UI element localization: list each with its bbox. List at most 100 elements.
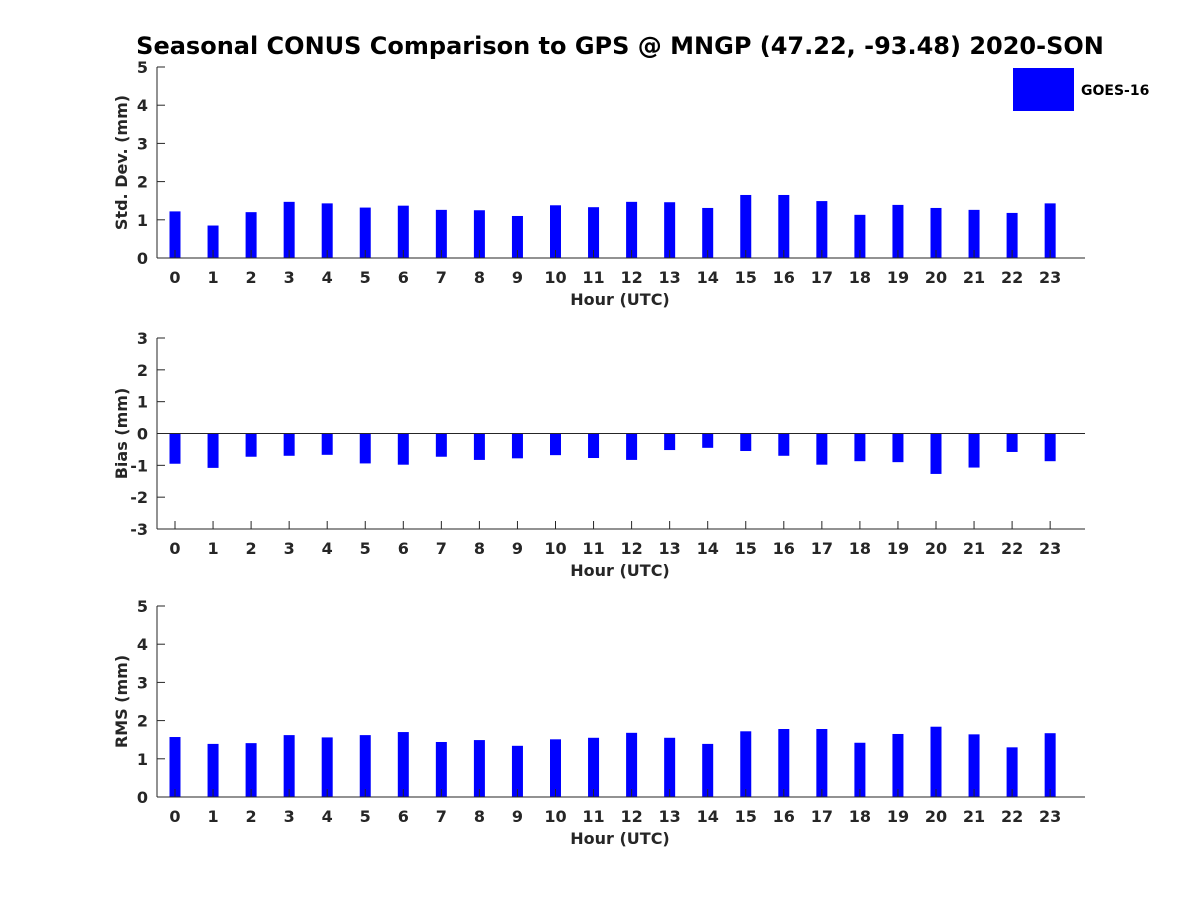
y-tick-label: 5 [137,597,148,616]
x-tick-label: 12 [620,807,642,826]
bar-hour-19 [892,433,904,463]
bar-hour-8 [473,740,485,797]
x-tick-label: 15 [735,539,757,558]
y-axis-label: Std. Dev. (mm) [112,95,131,230]
y-tick-label: 4 [137,635,148,654]
x-tick-label: 1 [207,539,218,558]
bar-hour-2 [245,743,257,797]
bar-hour-12 [626,732,638,797]
bar-hour-21 [968,433,980,468]
bar-hour-9 [511,433,523,459]
x-tick-label: 22 [1001,268,1023,287]
x-tick-label: 8 [474,807,485,826]
x-tick-label: 2 [246,539,257,558]
bar-hour-14 [702,433,714,448]
y-tick-label: 3 [137,329,148,348]
x-tick-label: 21 [963,268,985,287]
bar-hour-10 [550,433,561,456]
y-tick-label: 5 [137,58,148,77]
x-tick-label: 3 [284,539,295,558]
bar-hour-13 [664,202,676,258]
bar-hour-3 [283,735,295,797]
x-tick-label: 15 [735,268,757,287]
bar-hour-2 [245,212,257,258]
x-tick-label: 16 [773,807,795,826]
x-tick-label: 6 [398,539,409,558]
bar-hour-6 [397,732,409,797]
x-tick-label: 21 [963,807,985,826]
bar-hour-18 [854,433,866,462]
x-tick-label: 2 [246,268,257,287]
x-tick-label: 23 [1039,268,1061,287]
bar-hour-1 [207,433,219,468]
x-tick-label: 1 [207,268,218,287]
x-tick-label: 20 [925,807,947,826]
x-tick-label: 17 [811,539,833,558]
y-tick-label: 4 [137,96,148,115]
x-tick-label: 6 [398,807,409,826]
y-tick-label: 0 [137,788,148,807]
x-tick-label: 18 [849,807,871,826]
bar-hour-22 [1006,433,1018,452]
x-tick-label: 4 [322,268,333,287]
bar-hour-5 [359,433,371,464]
bar-hour-7 [435,209,447,258]
x-tick-label: 7 [436,539,447,558]
x-tick-label: 19 [887,539,909,558]
bar-hour-2 [245,433,257,457]
y-tick-label: 0 [137,425,148,444]
x-tick-label: 12 [620,268,642,287]
x-tick-label: 5 [360,807,371,826]
legend: GOES-16 [1009,65,1173,114]
x-tick-label: 14 [697,539,719,558]
bar-hour-16 [778,433,790,456]
x-tick-label: 11 [582,268,604,287]
x-tick-label: 19 [887,807,909,826]
bar-hour-16 [778,729,790,797]
y-tick-label: 1 [137,393,148,412]
x-tick-label: 5 [360,539,371,558]
bar-hour-11 [588,207,600,258]
bar-hour-15 [740,194,752,258]
x-tick-label: 2 [246,807,257,826]
x-tick-label: 10 [544,268,566,287]
bar-hour-17 [816,433,828,465]
bar-hour-22 [1006,212,1018,258]
bar-hour-23 [1044,433,1056,462]
x-tick-label: 14 [697,807,719,826]
bar-hour-20 [930,433,942,474]
bar-hour-5 [359,207,371,258]
x-axis-label: Hour (UTC) [570,561,670,580]
bar-hour-4 [321,433,333,455]
bar-hour-4 [321,203,333,258]
y-tick-label: 2 [137,173,148,192]
bar-hour-20 [930,207,942,258]
y-tick-label: 2 [137,712,148,731]
bar-hour-10 [550,739,561,797]
y-axis-label: RMS (mm) [112,655,131,748]
x-tick-label: 7 [436,268,447,287]
x-tick-label: 18 [849,539,871,558]
bar-hour-14 [702,743,714,797]
x-tick-label: 21 [963,539,985,558]
bar-hour-23 [1044,203,1056,258]
bar-hour-15 [740,433,752,452]
x-tick-label: 4 [322,807,333,826]
bar-hour-1 [207,225,219,258]
x-tick-label: 8 [474,268,485,287]
bar-hour-21 [968,209,980,258]
bar-hour-9 [511,215,523,258]
x-tick-label: 23 [1039,807,1061,826]
x-tick-label: 16 [773,268,795,287]
bar-hour-12 [626,201,638,258]
bar-hour-8 [473,210,485,258]
x-tick-label: 9 [512,539,523,558]
x-tick-label: 3 [284,268,295,287]
bar-hour-6 [397,433,409,465]
x-tick-label: 22 [1001,539,1023,558]
x-tick-label: 5 [360,268,371,287]
figure-title: Seasonal CONUS Comparison to GPS @ MNGP … [136,32,1104,60]
x-tick-label: 18 [849,268,871,287]
x-tick-label: 19 [887,268,909,287]
